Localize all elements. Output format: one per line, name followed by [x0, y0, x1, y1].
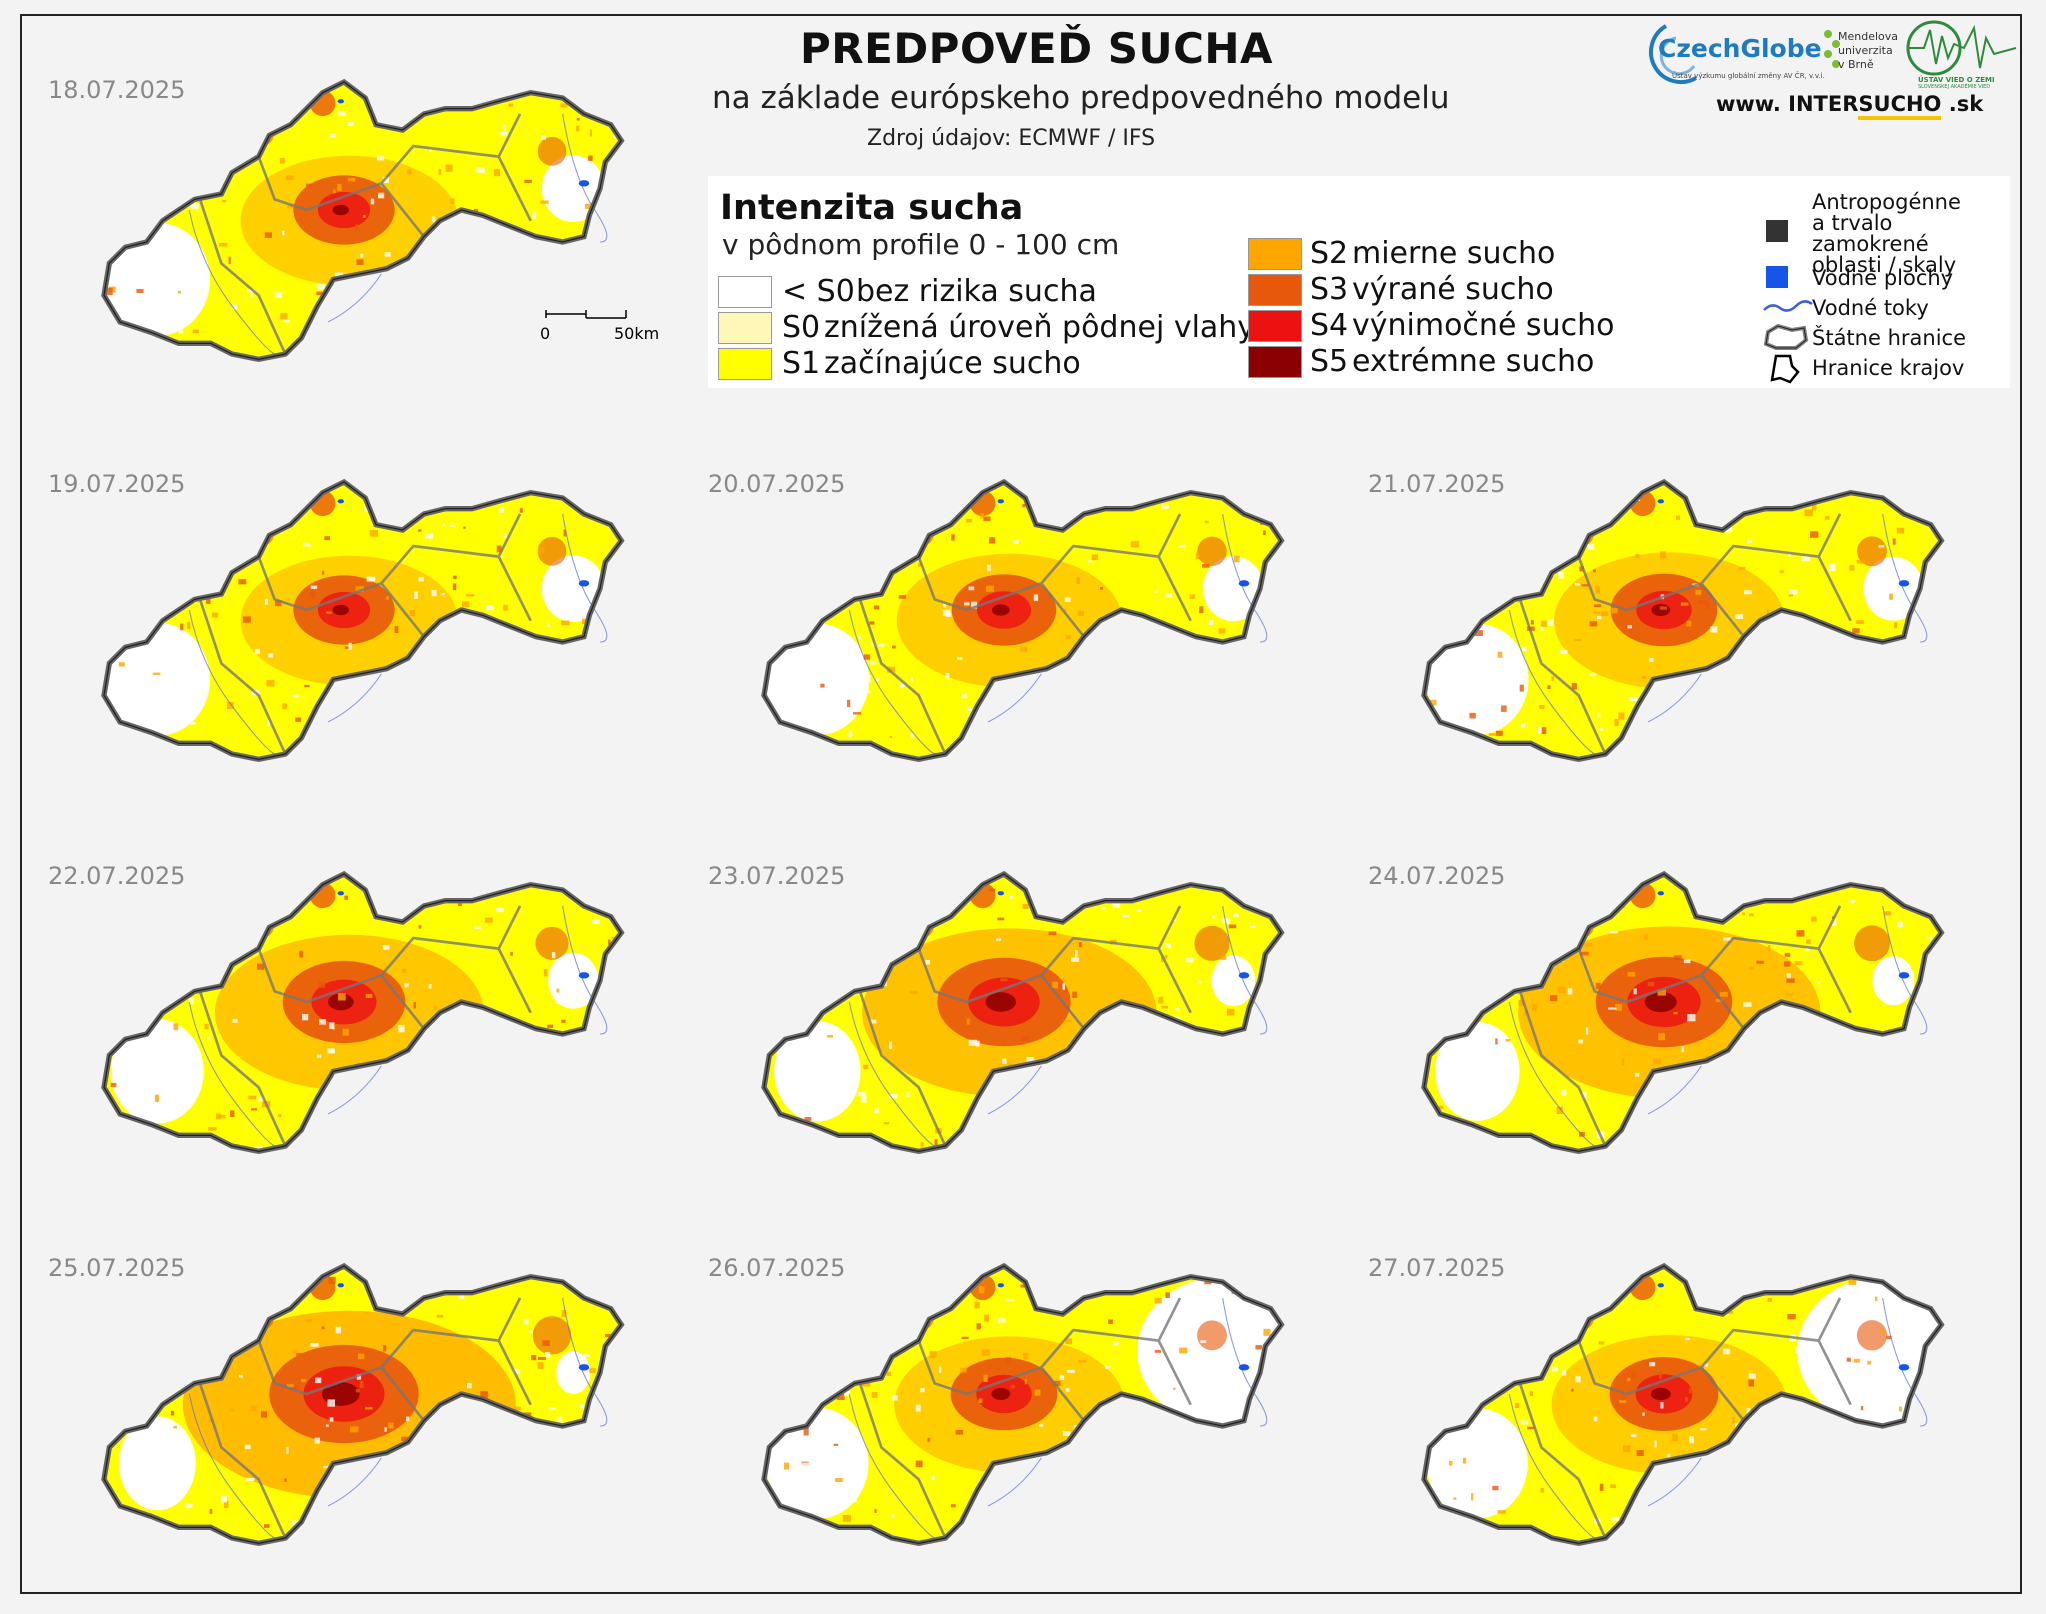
slovakia-map	[101, 478, 625, 763]
map-date-label: 18.07.2025	[48, 76, 186, 104]
region-border-icon	[1770, 354, 1800, 384]
map-date-label: 24.07.2025	[1368, 862, 1506, 890]
drought-map-panel: 23.07.2025	[700, 842, 1340, 1222]
legend-rivers-label: Vodné toky	[1812, 296, 1929, 320]
mendel-logo: Mendelova univerzita v Brně	[1822, 26, 1902, 86]
seismograph-icon	[1906, 20, 2017, 76]
legend-code: S5	[1310, 344, 1349, 379]
legend-code: S1	[782, 346, 821, 381]
legend-swatch-s1	[718, 348, 772, 380]
scale-bar	[545, 310, 627, 319]
legend-code: S4	[1310, 308, 1349, 343]
uvz-subtext: SLOVENSKEJ AKADÉMIE VIED	[1918, 84, 1991, 90]
river-line-icon	[1763, 300, 1813, 312]
map-date-label: 27.07.2025	[1368, 1254, 1506, 1282]
mendel-dots-icon	[1824, 30, 1840, 68]
state-border-icon	[1763, 323, 1809, 350]
legend-swatch-s0-below	[718, 276, 772, 308]
anthropogenic-square-icon	[1766, 220, 1788, 242]
page-subtitle: na základe európskeho predpovedného mode…	[712, 80, 1450, 116]
legend-swatch-s0	[718, 312, 772, 344]
map-date-label: 21.07.2025	[1368, 470, 1506, 498]
legend-title: Intenzita sucha	[720, 188, 1024, 228]
legend-swatch-s2	[1248, 238, 1302, 270]
czechglobe-subtext: Ústav výzkumu globální změny AV ČR, v.v.…	[1672, 72, 1825, 80]
czechglobe-text: CzechGlobe	[1658, 34, 1822, 63]
map-date-label: 19.07.2025	[48, 470, 186, 498]
map-date-label: 20.07.2025	[708, 470, 846, 498]
legend-label: extrémne sucho	[1352, 344, 1595, 379]
map-date-label: 25.07.2025	[48, 1254, 186, 1282]
drought-map-panel: 20.07.2025	[700, 450, 1340, 830]
legend: Intenzita sucha v pôdnom profile 0 - 100…	[708, 176, 2010, 388]
drought-map-panel: 24.07.2025	[1360, 842, 2000, 1222]
uvz-logo: ÚSTAV VIED O ZEMI SLOVENSKEJ AKADÉMIE VI…	[1904, 18, 2020, 90]
legend-anthropogenic-label: Antropogénne a trvalo zamokrené oblasti …	[1812, 190, 1961, 277]
data-source: Zdroj údajov: ECMWF / IFS	[867, 126, 1156, 151]
water-body-square-icon	[1766, 266, 1788, 288]
legend-code: < S0	[782, 274, 855, 309]
mendel-text: Mendelova univerzita v Brně	[1838, 30, 1899, 71]
legend-code: S0	[782, 310, 821, 345]
drought-map-panel: 27.07.2025	[1360, 1234, 2000, 1614]
drought-map-panel: 19.07.2025	[40, 450, 680, 830]
legend-state-border-label: Štátne hranice	[1812, 326, 1966, 350]
slovakia-map	[1421, 870, 1945, 1155]
legend-code: S2	[1310, 236, 1349, 271]
page-title: PREDPOVEĎ SUCHA	[800, 24, 1274, 73]
legend-water-bodies-label: Vodné plochy	[1812, 266, 1954, 290]
slovakia-map	[761, 478, 1285, 763]
scale-end-label: 50km	[614, 324, 660, 343]
legend-code: S3	[1310, 272, 1349, 307]
legend-subtitle: v pôdnom profile 0 - 100 cm	[722, 228, 1120, 261]
map-date-label: 22.07.2025	[48, 862, 186, 890]
legend-label: bez rizika sucha	[856, 274, 1097, 309]
scale-zero-label: 0	[540, 324, 551, 343]
legend-label: znížená úroveň pôdnej vlahy	[824, 310, 1256, 345]
drought-map-panel: 22.07.2025	[40, 842, 680, 1222]
czechglobe-swirl-icon	[1648, 24, 1697, 84]
map-date-label: 23.07.2025	[708, 862, 846, 890]
slovakia-map	[1421, 478, 1945, 763]
legend-label: výrané sucho	[1352, 272, 1554, 307]
legend-label: začínajúce sucho	[824, 346, 1081, 381]
slovakia-map	[101, 1262, 625, 1547]
slovakia-map	[101, 78, 625, 363]
website-link[interactable]: www. INTERSUCHO .sk	[1716, 92, 1983, 120]
legend-label: výnimočné sucho	[1352, 308, 1615, 343]
legend-swatch-s5	[1248, 346, 1302, 378]
map-date-label: 26.07.2025	[708, 1254, 846, 1282]
legend-swatch-s4	[1248, 310, 1302, 342]
czechglobe-logo: CzechGlobe Ústav výzkumu globální změny …	[1636, 18, 1825, 88]
slovakia-map	[101, 870, 625, 1155]
legend-region-border-label: Hranice krajov	[1812, 356, 1965, 380]
drought-map-panel: 21.07.2025	[1360, 450, 2000, 830]
drought-map-panel: 25.07.2025	[40, 1234, 680, 1614]
slovakia-map	[761, 1262, 1285, 1547]
legend-swatch-s3	[1248, 274, 1302, 306]
legend-label: mierne sucho	[1352, 236, 1556, 271]
slovakia-map	[761, 870, 1285, 1155]
drought-map-panel: 18.07.2025	[40, 50, 680, 430]
drought-map-panel: 26.07.2025	[700, 1234, 1340, 1614]
uvz-text: ÚSTAV VIED O ZEMI	[1918, 76, 1995, 84]
slovakia-map	[1421, 1262, 1945, 1547]
